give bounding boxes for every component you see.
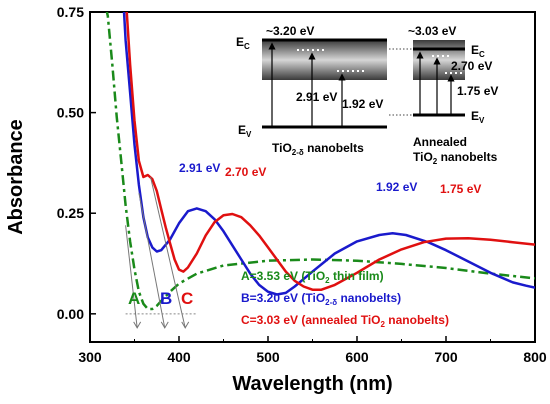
x-tick-label: 300 [78, 349, 102, 365]
y-tick-label: 0.00 [57, 306, 84, 322]
inset-right-gap: ~3.03 eV [408, 24, 456, 38]
legend-entry-b: B=3.20 eV (TiO2-δ nanobelts) [241, 291, 401, 307]
onset-layer [125, 176, 197, 329]
y-tick-label: 0.50 [57, 105, 84, 121]
band-diagram-left: EC EV ~3.20 eV 2.91 eV 1.92 eV TiO2-δ na… [236, 24, 387, 157]
x-tick-label: 400 [167, 349, 191, 365]
onset-tangent-c [150, 176, 186, 329]
y-tick-label: 0.25 [57, 205, 84, 221]
inset-right-ec: EC [471, 43, 485, 59]
band-diagram-inset: EC EV ~3.20 eV 2.91 eV 1.92 eV TiO2-δ na… [236, 24, 498, 166]
inset-right-e1: 2.70 eV [451, 59, 492, 73]
onset-arrow-a [133, 321, 142, 329]
x-tick-label: 800 [523, 349, 547, 365]
legend: A=3.53 eV (TiO2 thin film) B=3.20 eV (Ti… [241, 269, 449, 329]
inset-right-caption-2: TiO2 nanobelts [413, 150, 498, 166]
peak-label-blue-1: 2.91 eV [179, 161, 220, 175]
y-tick-label: 0.75 [57, 4, 84, 20]
inset-left-ec: EC [236, 35, 250, 51]
inset-right-ev: EV [471, 109, 485, 125]
inset-left-e1: 2.91 eV [296, 90, 337, 104]
inset-left-caption: TiO2-δ nanobelts [272, 141, 364, 157]
series-line-green [105, 12, 535, 311]
band-diagram-right: EC EV ~3.03 eV 2.70 eV 1.75 eV Annealed … [389, 24, 498, 166]
defect-band-shading [262, 40, 387, 80]
onset-arrow-b [160, 321, 169, 329]
onset-tangent-a [125, 225, 138, 328]
series-line-red [125, 12, 535, 291]
peak-label-red-2: 1.75 eV [440, 182, 481, 196]
x-axis-label: Wavelength (nm) [232, 373, 392, 395]
inset-left-e2: 1.92 eV [342, 97, 383, 111]
onset-label-c: C [181, 289, 193, 308]
inset-left-ev: EV [238, 123, 252, 139]
peak-label-blue-2: 1.92 eV [376, 180, 417, 194]
peak-label-red-1: 2.70 eV [225, 165, 266, 179]
y-axis-label: Absorbance [5, 119, 27, 235]
onset-label-b: B [160, 289, 172, 308]
x-tick-label: 700 [434, 349, 458, 365]
inset-right-caption-1: Annealed [413, 135, 467, 149]
axis-layer: 300 400 500 600 700 800 0.00 0.25 0.50 0.75 Wavele… [5, 4, 547, 395]
series-layer [105, 12, 535, 311]
inset-right-e2: 1.75 eV [457, 84, 498, 98]
x-tick-label: 500 [256, 349, 280, 365]
onset-label-a: A [128, 289, 140, 308]
x-tick-label: 600 [345, 349, 369, 365]
onset-tangent-b [138, 193, 166, 329]
inset-left-gap: ~3.20 eV [266, 24, 314, 38]
onset-arrow-c [181, 321, 190, 329]
legend-entry-c: C=3.03 eV (annealed TiO2 nanobelts) [241, 313, 449, 329]
legend-entry-a: A=3.53 eV (TiO2 thin film) [241, 269, 384, 285]
